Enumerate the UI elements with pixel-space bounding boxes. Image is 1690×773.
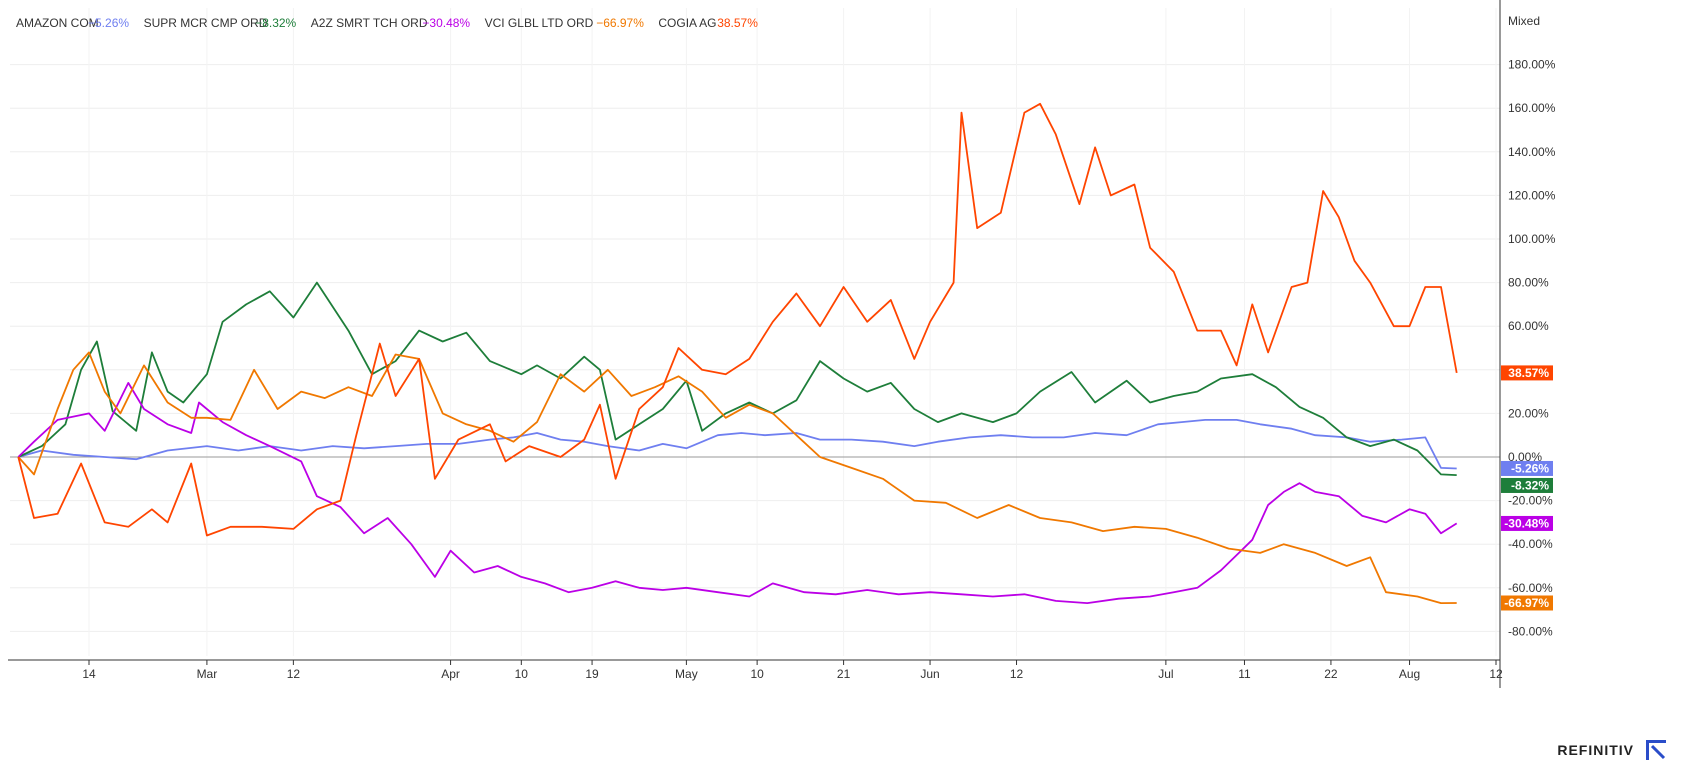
x-tick-label: Jun xyxy=(920,667,939,681)
grid-lines xyxy=(10,8,1500,656)
last-value-badge-text: 38.57% xyxy=(1508,366,1549,380)
refinitiv-logo-icon xyxy=(1644,738,1668,762)
last-value-badge-text: -30.48% xyxy=(1504,516,1549,530)
legend-value: −8.32% xyxy=(255,16,296,30)
series-line xyxy=(17,281,1457,476)
y-tick-label: -60.00% xyxy=(1508,581,1553,595)
x-tick-label: May xyxy=(675,667,698,681)
last-value-badge xyxy=(1501,460,1553,476)
legend-name: COGIA AG xyxy=(658,16,716,30)
x-tick-label: Mar xyxy=(197,667,218,681)
legend-name: SUPR MCR CMP ORD xyxy=(144,16,268,30)
y-tick-label: 180.00% xyxy=(1508,58,1556,72)
x-tick-label: 11 xyxy=(1238,667,1251,681)
legend-value: −5.26% xyxy=(88,16,129,30)
legend-name: A2Z SMRT TCH ORD xyxy=(311,16,428,30)
legend-value: −66.97% xyxy=(596,16,644,30)
x-tick-label: 10 xyxy=(515,667,529,681)
brand-name: REFINITIV xyxy=(1557,742,1634,758)
x-tick-label: 14 xyxy=(82,667,96,681)
x-tick-label: 12 xyxy=(287,667,301,681)
y-tick-label: 0.00% xyxy=(1508,450,1542,464)
last-value-badge-text: -8.32% xyxy=(1511,478,1549,492)
last-value-badge xyxy=(1501,595,1553,611)
legend-value: −30.48% xyxy=(422,16,470,30)
last-value-badge xyxy=(1501,477,1553,493)
y-tick-label: -40.00% xyxy=(1508,537,1553,551)
x-tick-label: 21 xyxy=(837,667,851,681)
legend: AMAZON COM−5.26% SUPR MCR CMP ORD−8.32% A2… xyxy=(16,16,758,30)
last-value-badge-text: -66.97% xyxy=(1504,596,1549,610)
y-tick-label: 160.00% xyxy=(1508,101,1556,115)
y-tick-label: 120.00% xyxy=(1508,188,1556,202)
x-tick-label: 22 xyxy=(1324,667,1338,681)
legend-value: 38.57% xyxy=(717,16,758,30)
series-line xyxy=(17,351,1457,604)
legend-name: AMAZON COM xyxy=(16,16,99,30)
x-tick-label: 10 xyxy=(750,667,764,681)
y-tick-label: 60.00% xyxy=(1508,319,1549,333)
x-tick-label: 19 xyxy=(585,667,599,681)
series-line xyxy=(17,381,1458,604)
x-tick-labels: 14 Mar 12 Apr 10 19 May 10 21 Jun 12 Jul 11 22 Aug 12 xyxy=(82,660,1503,681)
x-tick-label: 12 xyxy=(1489,667,1503,681)
y-tick-label: -20.00% xyxy=(1508,494,1553,508)
y-tick-label: 20.00% xyxy=(1508,406,1549,420)
x-tick-label: Aug xyxy=(1399,667,1420,681)
y-tick-label: 140.00% xyxy=(1508,145,1556,159)
x-tick-label: 12 xyxy=(1010,667,1024,681)
x-tick-label: Jul xyxy=(1158,667,1173,681)
scale-mode-label: Mixed xyxy=(1508,14,1540,28)
y-tick-label: -80.00% xyxy=(1508,624,1553,638)
y-tick-labels: 180.00% 160.00% 140.00% 120.00% 100.00% 80.00… xyxy=(1508,58,1556,639)
last-value-badge-text: -5.26% xyxy=(1511,461,1549,475)
y-tick-label: 80.00% xyxy=(1508,276,1549,290)
x-tick-label: Apr xyxy=(441,667,460,681)
brand-footer: REFINITIV xyxy=(1557,738,1668,762)
series-line xyxy=(17,102,1458,537)
last-value-badge xyxy=(1501,365,1553,381)
last-value-badges: 38.57% -5.26% -8.32% -30.48% -66.97% xyxy=(1501,365,1553,611)
series-line xyxy=(18,418,1457,470)
legend-name: VCI GLBL LTD ORD xyxy=(485,16,594,30)
y-tick-label: 100.00% xyxy=(1508,232,1556,246)
last-value-badge xyxy=(1501,515,1553,531)
